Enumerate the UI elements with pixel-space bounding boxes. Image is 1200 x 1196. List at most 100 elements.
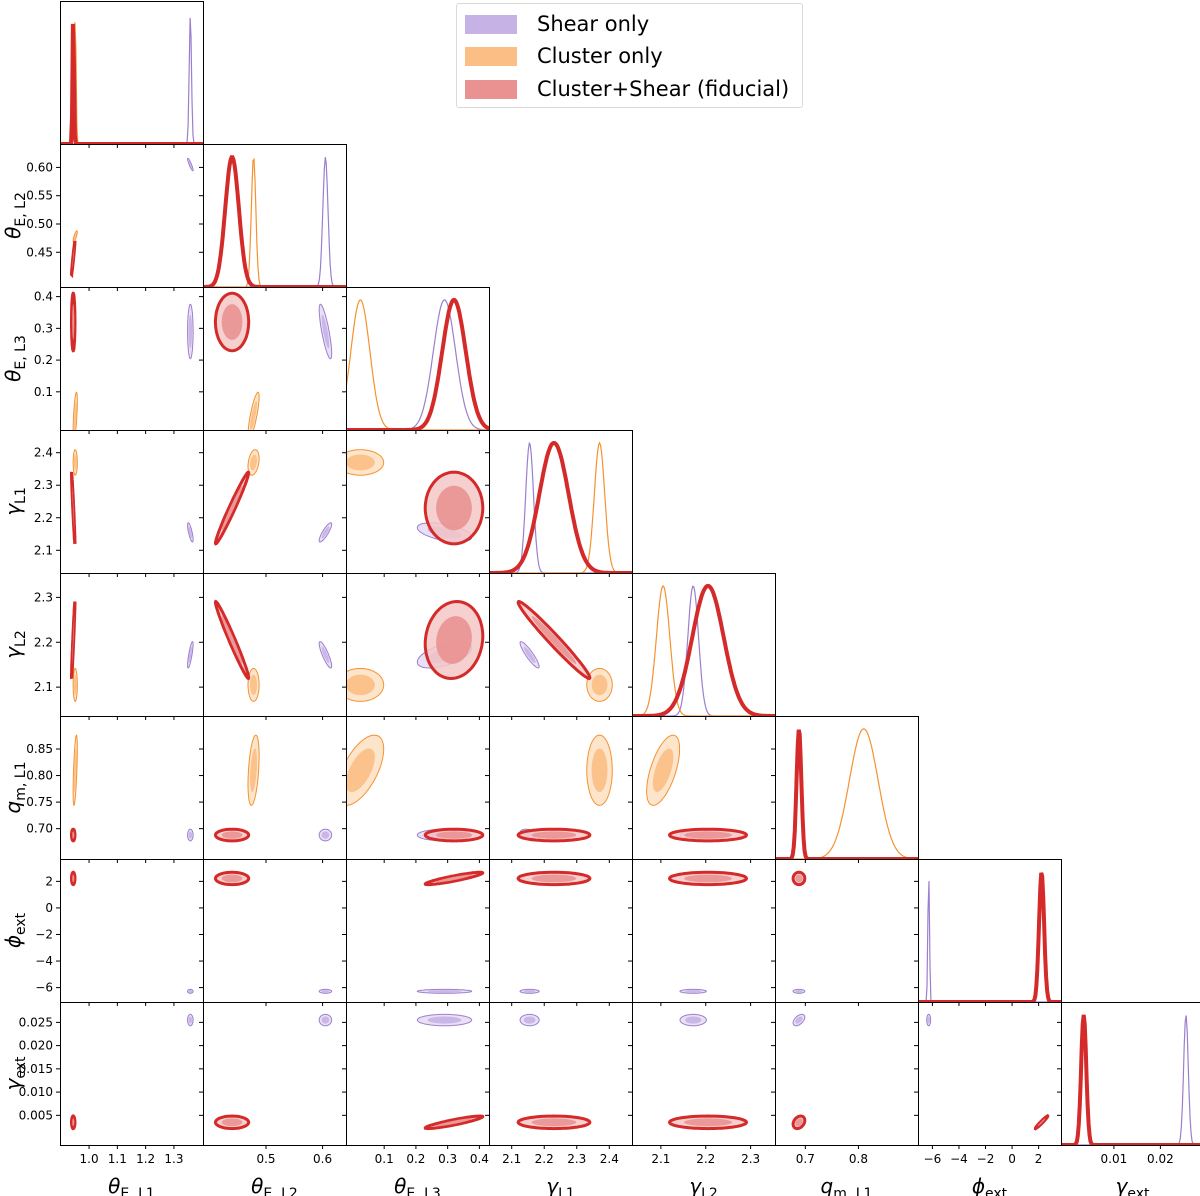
contour68-shear-qm-phi [795, 990, 803, 993]
legend-swatch-cluster [465, 46, 517, 66]
y-tick-label: 2.2 [34, 635, 53, 649]
contour68-cluster-thetaL2-gammaL2 [250, 674, 257, 696]
contour68-fiducial-thetaL3-gammaL2 [436, 616, 472, 664]
y-tick-label: 2.4 [34, 446, 53, 460]
legend-item-shear: Shear only [465, 10, 649, 38]
y-axis-label-subscript: E, L2 [13, 192, 29, 226]
contour68-cluster-thetaL1-thetaL3 [73, 401, 77, 430]
panel-gammaL1-thetaL2 [213, 449, 333, 546]
contour68-cluster-thetaL3-qm [346, 748, 375, 792]
panel-qm-thetaL2 [213, 734, 333, 843]
x-tick-label: 1.0 [80, 1152, 99, 1166]
y-tick-label: 0.3 [34, 321, 53, 335]
x-axis-label-subscript: L1 [558, 1186, 575, 1196]
x-tick-label: 1.3 [164, 1152, 183, 1166]
y-axis-label-thetaL3: θE, L3 [1, 335, 29, 382]
x-tick-label: 0.02 [1147, 1152, 1174, 1166]
x-axis-label-symbol: γ [689, 1174, 702, 1196]
x-tick-label: 0.8 [849, 1152, 868, 1166]
marginal-fiducial-gext [1061, 1014, 1200, 1145]
panel-phi-thetaL3 [416, 870, 485, 994]
x-tick-label: 0.1 [375, 1152, 394, 1166]
x-tick-label: 0.3 [438, 1152, 457, 1166]
x-tick-label: 0.7 [796, 1152, 815, 1166]
contour68-shear-gammaL1-gext [523, 1016, 536, 1024]
contour68-cluster-thetaL1-qm [73, 748, 77, 792]
panel-gext-gammaL1 [516, 1013, 592, 1131]
contour68-cluster-thetaL1-gammaL1 [73, 454, 77, 471]
panel-frame-6-0 [60, 859, 204, 1003]
panel-gext-thetaL3 [416, 1013, 485, 1131]
contour68-cluster-gammaL1-gammaL2 [591, 674, 608, 696]
panel-gext-qm [791, 1013, 807, 1131]
legend-label-cluster: Cluster only [537, 44, 663, 68]
contour68-fiducial-gammaL1-phi [531, 874, 577, 883]
contour68-fiducial-thetaL3-phi [436, 874, 472, 883]
y-tick-label: 0.4 [34, 290, 53, 304]
marginal-cluster-thetaL1 [60, 22, 203, 144]
panel-frame-7-0 [60, 1002, 204, 1146]
y-tick-label: −2 [35, 927, 53, 941]
contour68-shear-thetaL1-gammaL1 [188, 526, 193, 539]
x-axis-label-qm: qm, L1 [821, 1174, 873, 1196]
x-axis-label-subscript: m, L1 [833, 1186, 872, 1196]
contour68-shear-thetaL1-gext [188, 1016, 193, 1024]
y-axis-label-symbol: ϕ [1, 935, 25, 948]
x-tick-label: 0.4 [470, 1152, 489, 1166]
panel-frame-7-7 [1061, 1002, 1200, 1146]
panel-gammaL2-thetaL3 [346, 599, 485, 702]
contour68-shear-gammaL2-phi [685, 990, 702, 993]
contour68-cluster-gammaL1-qm [591, 748, 608, 792]
x-tick-label: 0.01 [1101, 1152, 1128, 1166]
y-tick-label: 2 [45, 874, 53, 888]
x-axis-label-subscript: L2 [701, 1186, 718, 1196]
y-tick-label: 0.55 [26, 189, 53, 203]
contour68-fiducial-gammaL2-qm [684, 831, 732, 839]
y-axis-label-symbol: q [1, 801, 25, 814]
panel-gext-gext [1061, 1014, 1200, 1145]
contour68-shear-gammaL1-phi [523, 990, 536, 993]
marginal-fiducial-gammaL2 [632, 583, 775, 716]
y-axis-label-symbol: γ [1, 646, 25, 659]
x-axis-label-subscript: E, L1 [120, 1186, 154, 1196]
y-axis-label-subscript: L1 [13, 487, 29, 504]
contour68-shear-thetaL2-thetaL3 [321, 314, 330, 349]
marginal-cluster-thetaL3 [346, 299, 489, 430]
y-tick-label: 0.60 [26, 160, 53, 174]
y-axis-label-gammaL1: γL1 [1, 487, 29, 516]
panel-gammaL1-gammaL1 [489, 440, 632, 573]
x-axis-label-symbol: q [821, 1174, 834, 1196]
marginal-fiducial-gammaL1 [489, 440, 632, 573]
contour68-shear-thetaL1-thetaL3 [188, 314, 193, 349]
contour68-shear-qm-gext [795, 1016, 803, 1024]
panel-thetaL2-thetaL1 [70, 157, 194, 279]
panel-frame-5-0 [60, 716, 204, 860]
legend: Shear only Cluster only Cluster+Shear (f… [456, 3, 803, 108]
panel-qm-gammaL2 [646, 734, 749, 843]
legend-swatch-shear [465, 14, 517, 34]
x-axis-label-gext: γext [1116, 1174, 1150, 1196]
contour68-cluster-thetaL2-gammaL1 [250, 454, 257, 471]
y-axis-label-qm: qm, L1 [1, 762, 29, 814]
x-axis-label-subscript: E, L2 [263, 1186, 297, 1196]
contour68-cluster-thetaL1-thetaL2 [73, 233, 77, 240]
panel-phi-gammaL2 [667, 870, 749, 994]
x-tick-label: 0.5 [256, 1152, 275, 1166]
marginal-fiducial-qm [775, 729, 918, 859]
panel-qm-thetaL3 [346, 734, 485, 843]
contour68-shear-thetaL2-phi [321, 990, 330, 993]
x-tick-label: 2 [1035, 1152, 1043, 1166]
legend-label-fiducial: Cluster+Shear (fiducial) [537, 77, 790, 101]
y-axis-label-symbol: θ [1, 227, 25, 239]
contour68-fiducial-thetaL3-gammaL1 [436, 485, 472, 531]
contour68-fiducial-thetaL2-thetaL3 [221, 304, 243, 340]
marginal-cluster-qm [775, 728, 918, 859]
y-tick-label: 2.1 [34, 543, 53, 557]
panel-thetaL3-thetaL3 [346, 297, 489, 430]
y-tick-label: 0.70 [26, 822, 53, 836]
panel-frame-1-0 [60, 144, 204, 288]
contour68-fiducial-thetaL1-gext [72, 1118, 75, 1127]
x-tick-label: −4 [950, 1152, 968, 1166]
panel-phi-qm [791, 870, 807, 994]
